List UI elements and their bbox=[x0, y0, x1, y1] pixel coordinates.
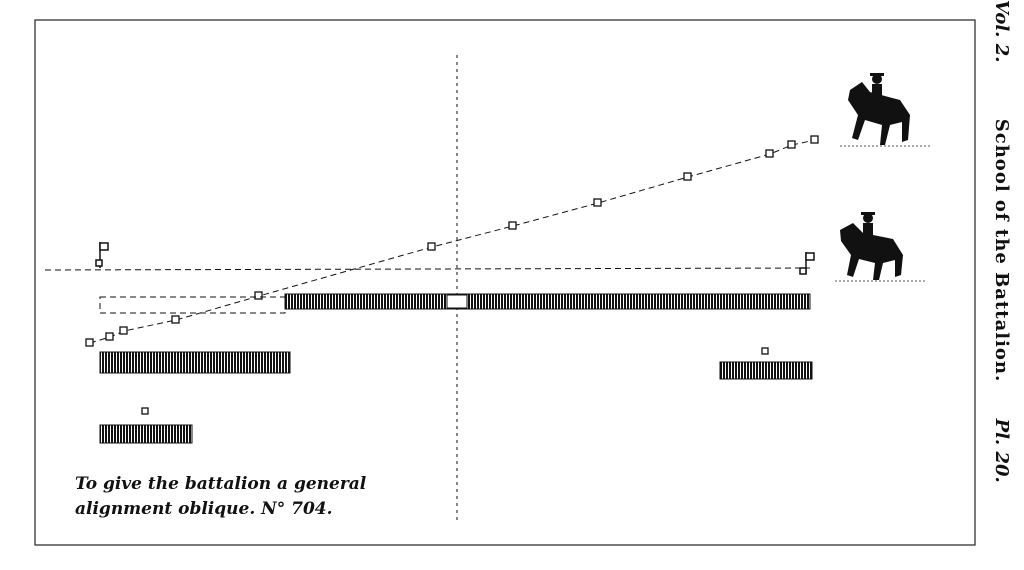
volume-label: Vol. 2. bbox=[991, 0, 1012, 63]
caption-line-1: To give the battalion a general bbox=[75, 474, 367, 494]
division-left-lower bbox=[99, 424, 193, 444]
plate-margin-title: Vol. 2. School of the Battalion. Pl. 20. bbox=[991, 0, 1012, 483]
division-left-upper bbox=[99, 351, 291, 374]
oblique-alignment-line bbox=[89, 139, 816, 344]
guide-markers bbox=[85, 135, 819, 415]
caption-line-2: alignment oblique. N° 704. bbox=[75, 499, 333, 519]
plate-border bbox=[34, 19, 976, 546]
mounted-officer-icon bbox=[835, 212, 925, 282]
marker-flag bbox=[95, 242, 109, 268]
alignment-line-horizontal bbox=[44, 267, 811, 271]
plate-number: Pl. 20. bbox=[991, 418, 1012, 483]
battalion-main-line bbox=[284, 293, 811, 310]
division-right bbox=[719, 361, 813, 380]
mounted-officer-icon bbox=[840, 73, 930, 147]
plate-title: School of the Battalion. bbox=[991, 118, 1012, 383]
marker-flag bbox=[799, 252, 815, 275]
